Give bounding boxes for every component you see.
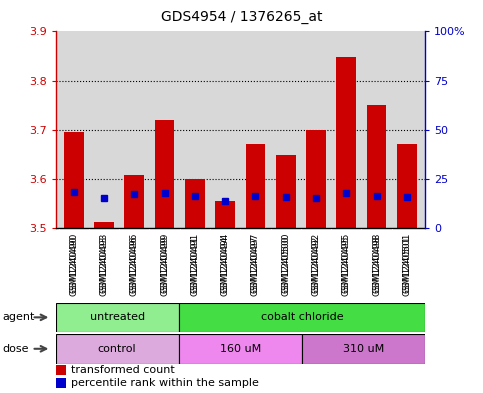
- Text: GSM1240491: GSM1240491: [190, 232, 199, 293]
- Text: untreated: untreated: [89, 312, 145, 322]
- Text: GSM1240493: GSM1240493: [99, 232, 109, 293]
- Bar: [56, 303, 179, 332]
- Bar: [276, 155, 296, 228]
- Text: GSM1240492: GSM1240492: [312, 232, 321, 292]
- Text: GSM1240500: GSM1240500: [281, 236, 290, 296]
- Text: GSM1240496: GSM1240496: [130, 236, 139, 296]
- Text: GSM1240491: GSM1240491: [190, 236, 199, 296]
- Bar: [185, 179, 205, 228]
- Text: GSM1240493: GSM1240493: [99, 236, 109, 296]
- Text: GSM1240494: GSM1240494: [221, 232, 229, 292]
- Text: percentile rank within the sample: percentile rank within the sample: [71, 378, 259, 388]
- Text: GSM1240499: GSM1240499: [160, 232, 169, 293]
- Bar: [94, 222, 114, 228]
- Text: transformed count: transformed count: [71, 365, 175, 375]
- Bar: [56, 378, 66, 388]
- Text: GSM1240498: GSM1240498: [372, 236, 381, 296]
- Bar: [56, 365, 66, 375]
- Bar: [125, 175, 144, 228]
- Bar: [64, 132, 84, 228]
- Bar: [397, 145, 417, 228]
- Text: GSM1240490: GSM1240490: [69, 232, 78, 293]
- Text: dose: dose: [2, 344, 29, 354]
- Text: GSM1240495: GSM1240495: [342, 232, 351, 293]
- Bar: [245, 145, 265, 228]
- Text: GSM1240494: GSM1240494: [221, 236, 229, 296]
- Bar: [179, 334, 302, 364]
- Text: GSM1240501: GSM1240501: [402, 232, 412, 293]
- Text: GSM1240501: GSM1240501: [402, 236, 412, 296]
- Bar: [56, 334, 179, 364]
- Text: GSM1240497: GSM1240497: [251, 236, 260, 296]
- Text: GSM1240500: GSM1240500: [281, 232, 290, 293]
- Bar: [215, 201, 235, 228]
- Text: GSM1240499: GSM1240499: [160, 236, 169, 296]
- Bar: [179, 303, 425, 332]
- Bar: [302, 334, 425, 364]
- Text: GSM1240498: GSM1240498: [372, 232, 381, 293]
- Text: agent: agent: [2, 312, 35, 322]
- Text: control: control: [98, 344, 136, 354]
- Text: GSM1240495: GSM1240495: [342, 236, 351, 296]
- Text: 160 uM: 160 uM: [220, 344, 261, 354]
- Text: GSM1240496: GSM1240496: [130, 232, 139, 293]
- Bar: [155, 120, 174, 228]
- Text: GSM1240497: GSM1240497: [251, 232, 260, 293]
- Text: 310 uM: 310 uM: [343, 344, 384, 354]
- Text: GSM1240492: GSM1240492: [312, 236, 321, 296]
- Bar: [337, 57, 356, 228]
- Text: GDS4954 / 1376265_at: GDS4954 / 1376265_at: [161, 10, 322, 24]
- Bar: [306, 130, 326, 228]
- Bar: [367, 105, 386, 228]
- Text: GSM1240490: GSM1240490: [69, 236, 78, 296]
- Text: cobalt chloride: cobalt chloride: [260, 312, 343, 322]
